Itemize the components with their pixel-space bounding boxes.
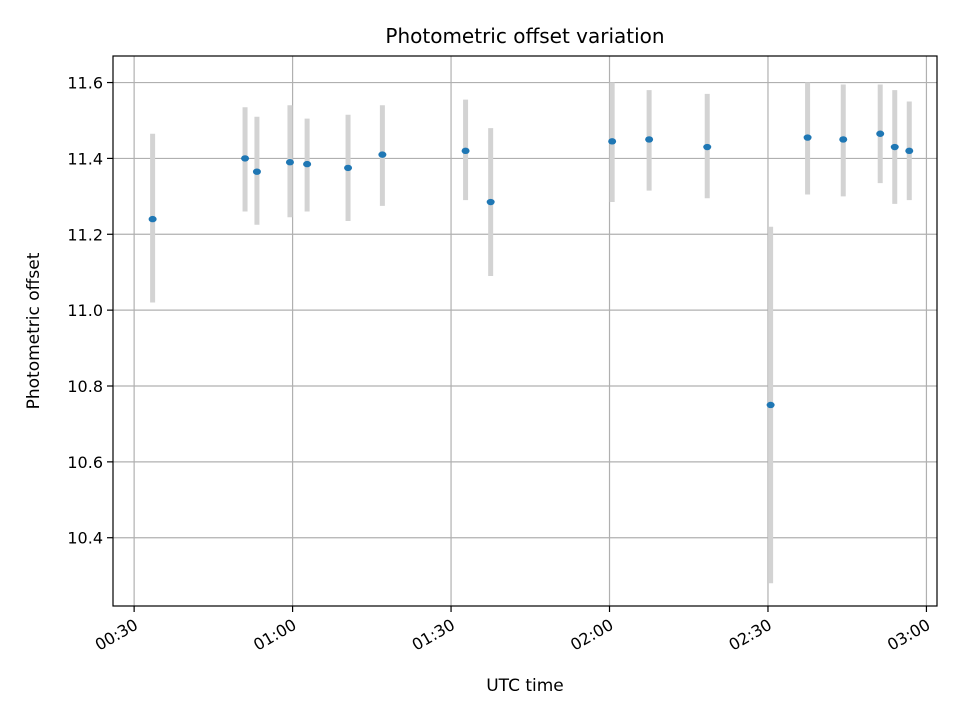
x-tick-label: 01:30 [409, 615, 458, 655]
y-tick-label: 10.4 [67, 529, 103, 548]
error-bars [150, 82, 912, 584]
x-tick-label: 02:00 [567, 615, 616, 655]
grid [113, 56, 937, 606]
y-tick-label: 11.0 [67, 301, 103, 320]
y-tick-label: 10.8 [67, 377, 103, 396]
y-tick-label: 11.4 [67, 149, 103, 168]
data-point [486, 198, 495, 206]
y-axis-ticks: 10.4 10.6 10.8 11.0 11.2 11.4 11.6 [67, 74, 113, 548]
data-point [148, 215, 157, 223]
data-point [608, 138, 617, 145]
x-tick-label: 03:00 [884, 615, 933, 655]
data-point [766, 401, 775, 409]
data-point [378, 151, 387, 158]
data-point [461, 147, 470, 155]
y-tick-label: 11.6 [67, 74, 103, 93]
x-axis-label: UTC time [486, 676, 564, 696]
data-point [285, 159, 294, 166]
y-tick-label: 10.6 [67, 453, 103, 472]
data-point [241, 155, 250, 162]
data-point [905, 147, 914, 155]
x-tick-label: 00:30 [92, 615, 141, 655]
x-tick-label: 01:00 [250, 615, 299, 655]
plot-frame [112, 55, 938, 607]
data-point [303, 160, 312, 168]
data-point [344, 164, 353, 172]
data-point [645, 136, 654, 143]
data-point [876, 130, 885, 137]
y-tick-label: 11.2 [67, 225, 103, 244]
data-point [890, 143, 899, 151]
data-point [803, 134, 812, 141]
x-axis-ticks: 00:30 01:00 01:30 02:00 02:30 03:00 [92, 606, 933, 655]
data-point [703, 143, 712, 151]
data-point [839, 136, 848, 143]
data-point [252, 168, 261, 175]
x-tick-label: 02:30 [726, 615, 775, 655]
y-axis-label: Photometric offset [24, 252, 44, 409]
chart-title: Photometric offset variation [385, 24, 664, 48]
data-points [148, 130, 914, 409]
